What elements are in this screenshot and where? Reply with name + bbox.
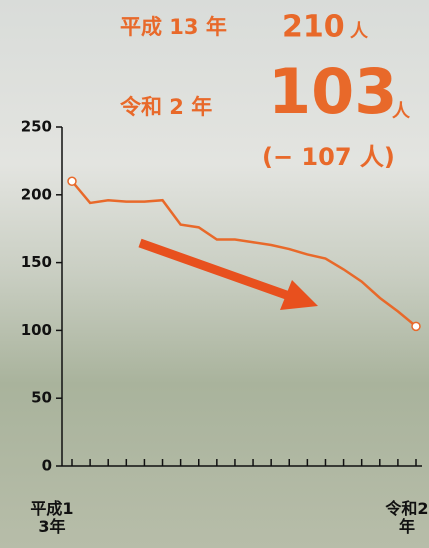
change-label: (− 107 人): [262, 143, 395, 171]
y-tick-label: 50: [31, 389, 52, 407]
y-tick-label: 0: [42, 457, 52, 475]
y-tick-label: 200: [21, 185, 52, 203]
y-tick-label: 100: [21, 321, 52, 339]
from-unit: 人: [350, 21, 369, 42]
from-value: 210: [282, 10, 345, 45]
data-line: [72, 181, 416, 326]
x-tick-label: 平成13年: [30, 500, 74, 536]
y-tick-label: 150: [21, 253, 52, 271]
to-label: 令和 2 年: [120, 95, 212, 119]
endpoint-marker: [412, 322, 420, 330]
to-value: 103: [268, 55, 397, 128]
y-tick-label: 250: [21, 118, 52, 136]
chart: 平成 13 年 210 人 令和 2 年 103 人 (− 107 人) 0 50…: [0, 0, 429, 548]
x-tick-label: 令和2年: [385, 500, 429, 536]
chart-svg: 平成 13 年 210 人 令和 2 年 103 人 (− 107 人) 0 50…: [0, 0, 429, 548]
from-label: 平成 13 年: [120, 15, 227, 39]
endpoint-marker: [68, 177, 76, 185]
trend-arrow: [140, 243, 318, 310]
to-unit: 人: [392, 101, 411, 122]
